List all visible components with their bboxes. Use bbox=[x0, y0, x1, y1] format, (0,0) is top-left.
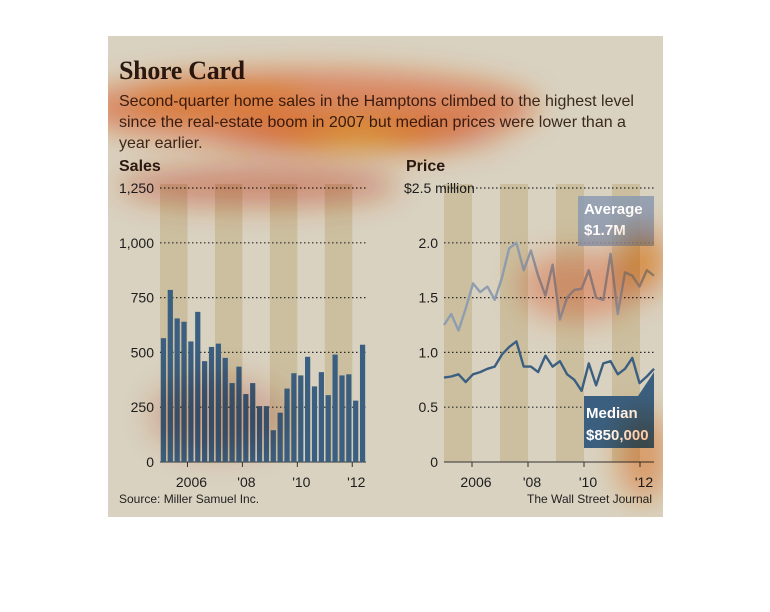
price-x-tick-label: '10 bbox=[579, 474, 597, 490]
sales-bar bbox=[229, 383, 235, 462]
sales-bar bbox=[202, 361, 208, 462]
sales-bar bbox=[339, 375, 345, 462]
price-y-tick-label: 0.5 bbox=[419, 399, 439, 415]
chart-plots: 0 250 500 750 1,000 1,250 2006 '08 '10 '12 0 0.5 1.0… bbox=[119, 180, 655, 490]
sales-bar bbox=[195, 311, 201, 462]
price-y-tick-label: $2.5 million bbox=[404, 180, 475, 196]
sales-y-tick-label: 750 bbox=[131, 290, 155, 306]
price-x-tick-label: '12 bbox=[635, 474, 653, 490]
price-panel-title: Price bbox=[406, 158, 446, 175]
sales-bar bbox=[359, 344, 366, 462]
median-callout-name: Median bbox=[586, 405, 638, 422]
price-y-tick-label: 1.0 bbox=[419, 344, 439, 360]
sales-bar bbox=[208, 346, 215, 462]
sales-bar bbox=[167, 289, 173, 462]
sales-bar bbox=[318, 372, 324, 462]
sales-bar bbox=[346, 374, 352, 462]
sales-bar bbox=[270, 430, 276, 462]
sales-bar bbox=[174, 318, 180, 462]
sales-bar bbox=[311, 386, 318, 462]
price-x-tick-label: '08 bbox=[523, 474, 541, 490]
sales-bar bbox=[332, 354, 338, 462]
sales-bar bbox=[291, 373, 297, 462]
sales-bar bbox=[188, 341, 194, 462]
sales-bar bbox=[256, 406, 263, 462]
sales-bar bbox=[250, 383, 256, 462]
sales-bar bbox=[263, 406, 270, 462]
price-line-median bbox=[443, 340, 655, 392]
sales-bar bbox=[325, 395, 331, 462]
price-x-tick-label: 2006 bbox=[460, 474, 491, 490]
price-y-tick-label: 2.0 bbox=[419, 235, 439, 251]
source-note: Source: Miller Samuel Inc. bbox=[119, 492, 260, 506]
median-callout-pointer bbox=[638, 372, 654, 396]
sales-bar bbox=[298, 375, 304, 462]
sales-bar bbox=[236, 366, 242, 462]
sales-bar bbox=[243, 394, 249, 462]
sales-y-tick-label: 1,250 bbox=[119, 180, 154, 196]
sales-bar bbox=[215, 343, 221, 462]
sales-bar bbox=[181, 321, 187, 462]
sales-bar bbox=[305, 356, 311, 462]
sales-bar bbox=[277, 412, 283, 462]
sales-bar bbox=[284, 388, 290, 462]
price-year-band bbox=[500, 184, 528, 462]
chart-card: Shore Card Second-quarter home sales in … bbox=[108, 36, 663, 517]
sales-x-tick-label: '12 bbox=[347, 474, 365, 490]
price-y-tick-label: 0 bbox=[430, 454, 438, 470]
median-callout-value: $850,000 bbox=[586, 427, 649, 444]
average-callout-name: Average bbox=[584, 201, 643, 218]
sales-x-tick-label: '10 bbox=[292, 474, 310, 490]
sales-y-tick-label: 1,000 bbox=[119, 235, 154, 251]
average-callout-value: $1.7M bbox=[584, 222, 626, 239]
sales-x-tick-label: 2006 bbox=[176, 474, 207, 490]
sales-bar bbox=[222, 357, 228, 462]
sales-y-tick-label: 250 bbox=[131, 399, 155, 415]
price-y-tick-label: 1.5 bbox=[419, 290, 439, 306]
sales-bar bbox=[353, 400, 359, 462]
publisher-credit: The Wall Street Journal bbox=[527, 492, 652, 506]
sales-x-tick-label: '08 bbox=[237, 474, 255, 490]
sales-y-tick-label: 500 bbox=[131, 344, 155, 360]
price-year-band bbox=[444, 184, 472, 462]
sales-y-tick-label: 0 bbox=[146, 454, 154, 470]
sales-bar bbox=[160, 338, 167, 462]
